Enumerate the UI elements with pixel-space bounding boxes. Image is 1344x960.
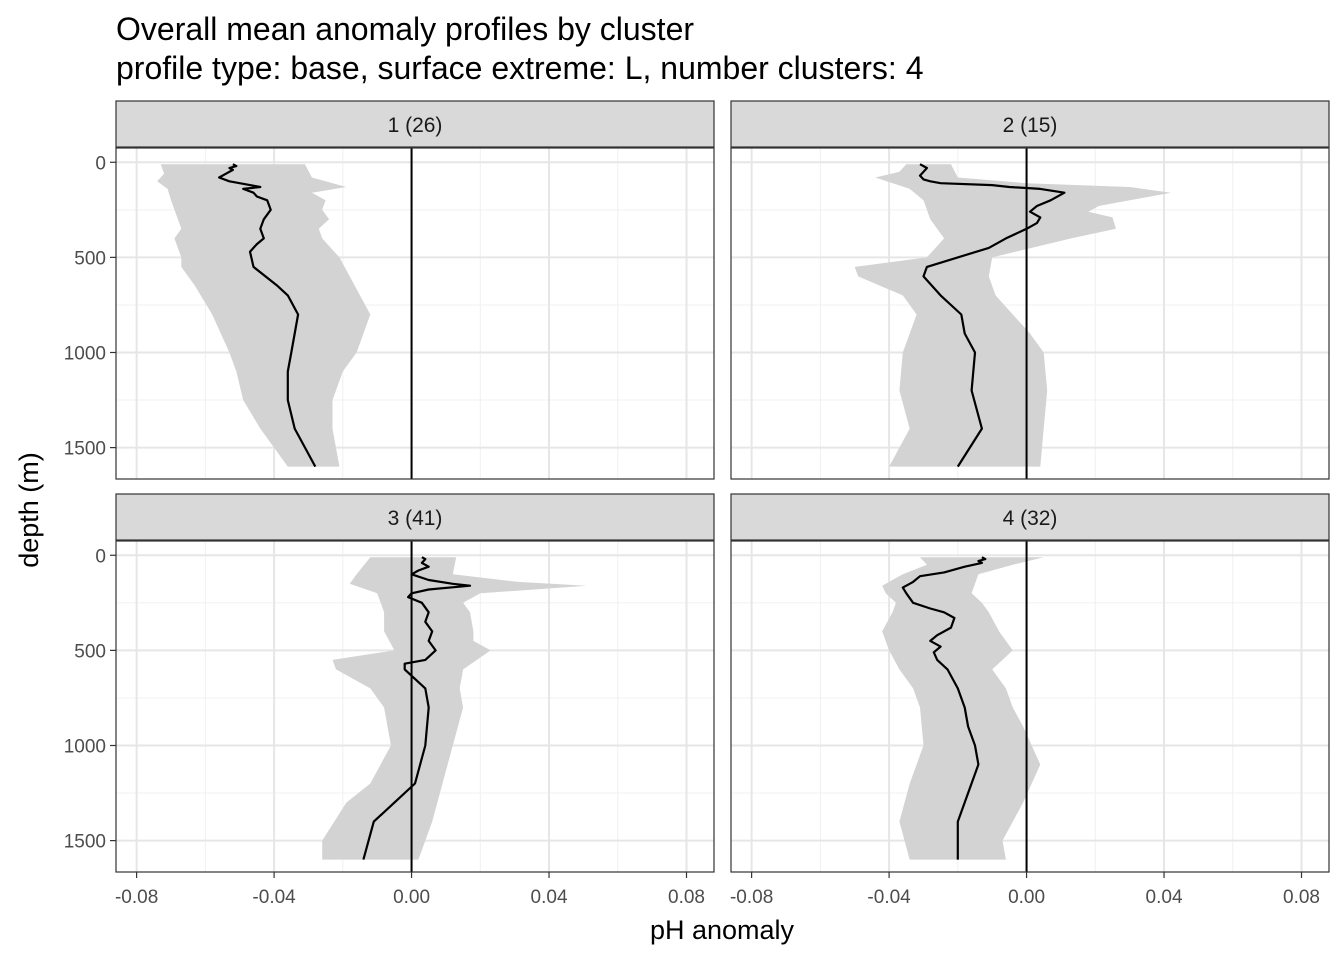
y-tick-label: 1500 [64,832,106,853]
facet-panel: 4 (32) -0.08 -0.04 0.00 0.04 0.08 [730,493,1330,908]
y-tick-label: 500 [74,248,106,269]
x-tick-label: -0.04 [252,887,296,908]
facet-strip [730,493,1330,541]
panel-border [730,540,1330,873]
facet-panel: 3 (41) 0 500 1000 1500 -0.08 -0.04 0.00 0.04 0.08 [64,493,715,908]
x-tick-label: 0.04 [531,887,568,908]
y-tick-label: 1000 [64,736,106,757]
y-tick-label: 500 [74,641,106,662]
panel-border [730,147,1330,480]
uncertainty-band [882,557,1044,860]
facet-strip [115,100,715,148]
panel-border [115,147,715,480]
uncertainty-band [854,164,1171,467]
y-tick-label: 1500 [64,439,106,460]
facet-strip [730,100,1330,148]
mean-profile-line [362,556,472,860]
mean-profile-line [918,163,1066,468]
facet-panel: 1 (26) 0 500 1000 1500 [64,100,715,480]
y-axis-title: depth (m) [14,452,44,568]
x-tick-label: 0.00 [393,887,430,908]
x-tick-label: -0.08 [730,887,773,908]
x-axis-title: pH anomaly [650,915,795,945]
facet-panel: 2 (15) [730,100,1330,480]
x-tick-label: 0.08 [668,887,705,908]
facet-strip-label: 4 (32) [1003,507,1058,530]
facet-panels: 1 (26) 0 500 1000 1500 2 (15) 3 (41) 0 500 1000 15… [64,100,1330,908]
y-tick-label: 0 [95,546,106,567]
panel-border [115,540,715,873]
uncertainty-band [322,557,587,860]
panel-background [731,541,1329,872]
x-tick-label: 0.00 [1008,887,1045,908]
x-tick-label: 0.04 [1146,887,1183,908]
chart-title: Overall mean anomaly profiles by cluster [116,11,694,47]
x-tick-label: 0.08 [1283,887,1320,908]
mean-profile-line [901,556,987,860]
facet-strip [115,493,715,541]
facet-strip-label: 2 (15) [1003,114,1058,137]
uncertainty-band [157,164,371,467]
y-tick-label: 0 [95,153,106,174]
chart-subtitle: profile type: base, surface extreme: L, … [116,50,923,86]
panel-grid [731,541,1329,872]
x-tick-label: -0.04 [867,887,911,908]
x-tick-label: -0.08 [115,887,158,908]
y-tick-label: 1000 [64,343,106,364]
facet-strip-label: 1 (26) [388,114,443,137]
mean-profile-line [218,163,317,468]
facet-strip-label: 3 (41) [388,507,443,530]
